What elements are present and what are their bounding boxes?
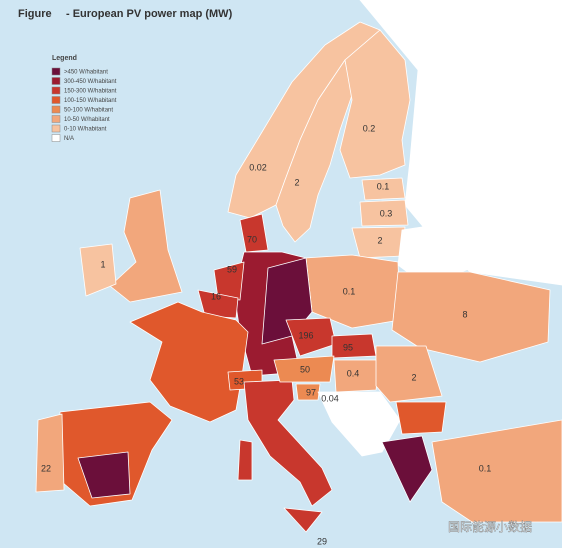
region-value: 29 — [317, 536, 327, 546]
watermark: 国际能源小数据 — [448, 519, 532, 534]
region-value: 2 — [294, 177, 299, 187]
countries — [35, 0, 562, 533]
romania — [375, 345, 443, 403]
austria — [273, 355, 335, 383]
legend-label: 10-50 W/habitant — [64, 117, 110, 123]
slovakia — [331, 333, 377, 359]
turkey — [431, 419, 562, 523]
region-value: 16 — [211, 291, 221, 301]
region-value: 0.04 — [321, 393, 339, 403]
region-value: 2 — [377, 235, 382, 245]
legend-swatch — [51, 86, 61, 95]
legend-swatch — [51, 124, 61, 133]
region-value: 2 — [411, 372, 416, 382]
legend-label: 150-300 W/habitant — [64, 88, 117, 94]
legend-swatch — [51, 134, 61, 142]
region-value: 50 — [300, 364, 310, 374]
portugal — [35, 413, 65, 493]
region-value: 0.4 — [347, 368, 360, 378]
region-value: 70 — [247, 234, 257, 244]
sardinia — [237, 439, 253, 481]
hungary — [333, 359, 381, 393]
legend-title: Legend — [52, 55, 77, 62]
latvia — [359, 199, 409, 227]
legend: >450 W/habitant 300-450 W/habitant 150-300… — [51, 67, 117, 142]
netherlands — [213, 261, 245, 301]
region-value: 0.02 — [249, 162, 267, 172]
legend-swatch — [51, 96, 61, 104]
slovenia — [295, 383, 321, 401]
map-labels: 0.2 0.02 2 0.1 0.3 2 1 70 59 16 0.1 8 196 95 50 0.4 2 53 9… — [41, 123, 491, 546]
region-value: 95 — [343, 342, 353, 352]
legend-swatch — [51, 77, 61, 85]
denmark — [239, 213, 269, 253]
finland — [339, 29, 411, 179]
region-value: 0.1 — [377, 181, 390, 191]
legend-label: N/A — [64, 136, 74, 142]
balkans — [317, 391, 401, 457]
italy — [243, 379, 333, 507]
legend-label: 50-100 W/habitant — [64, 107, 113, 113]
greece — [381, 435, 433, 503]
legend-swatch — [51, 115, 61, 123]
figure-label: Figure — [18, 8, 52, 20]
belgium — [197, 289, 239, 319]
legend-label: 300-450 W/habitant — [64, 79, 117, 85]
region-value: 0.3 — [380, 208, 393, 218]
sweden — [275, 59, 353, 243]
uk — [109, 189, 183, 303]
region-value: 53 — [234, 376, 244, 386]
spain-south — [77, 451, 131, 499]
ukraine — [391, 271, 551, 363]
legend-label: 100-150 W/habitant — [64, 98, 117, 104]
region-value: 0.1 — [343, 286, 356, 296]
region-value: 22 — [41, 463, 51, 473]
map-title: - European PV power map (MW) — [66, 8, 233, 20]
legend-label: >450 W/habitant — [64, 69, 108, 75]
legend-swatch — [51, 67, 61, 76]
region-value: 1 — [100, 259, 105, 269]
bulgaria — [395, 401, 447, 435]
ireland — [79, 243, 117, 297]
legend-label: 0-10 W/habitant — [64, 126, 107, 132]
region-value: 196 — [298, 330, 313, 340]
region-value: 97 — [306, 387, 316, 397]
sicily — [283, 507, 323, 533]
region-value: 0.1 — [479, 463, 492, 473]
legend-swatch — [51, 105, 61, 114]
region-value: 0.2 — [363, 123, 376, 133]
region-value: 8 — [462, 309, 467, 319]
region-value: 59 — [227, 264, 237, 274]
estonia — [361, 177, 406, 201]
france — [129, 301, 249, 423]
